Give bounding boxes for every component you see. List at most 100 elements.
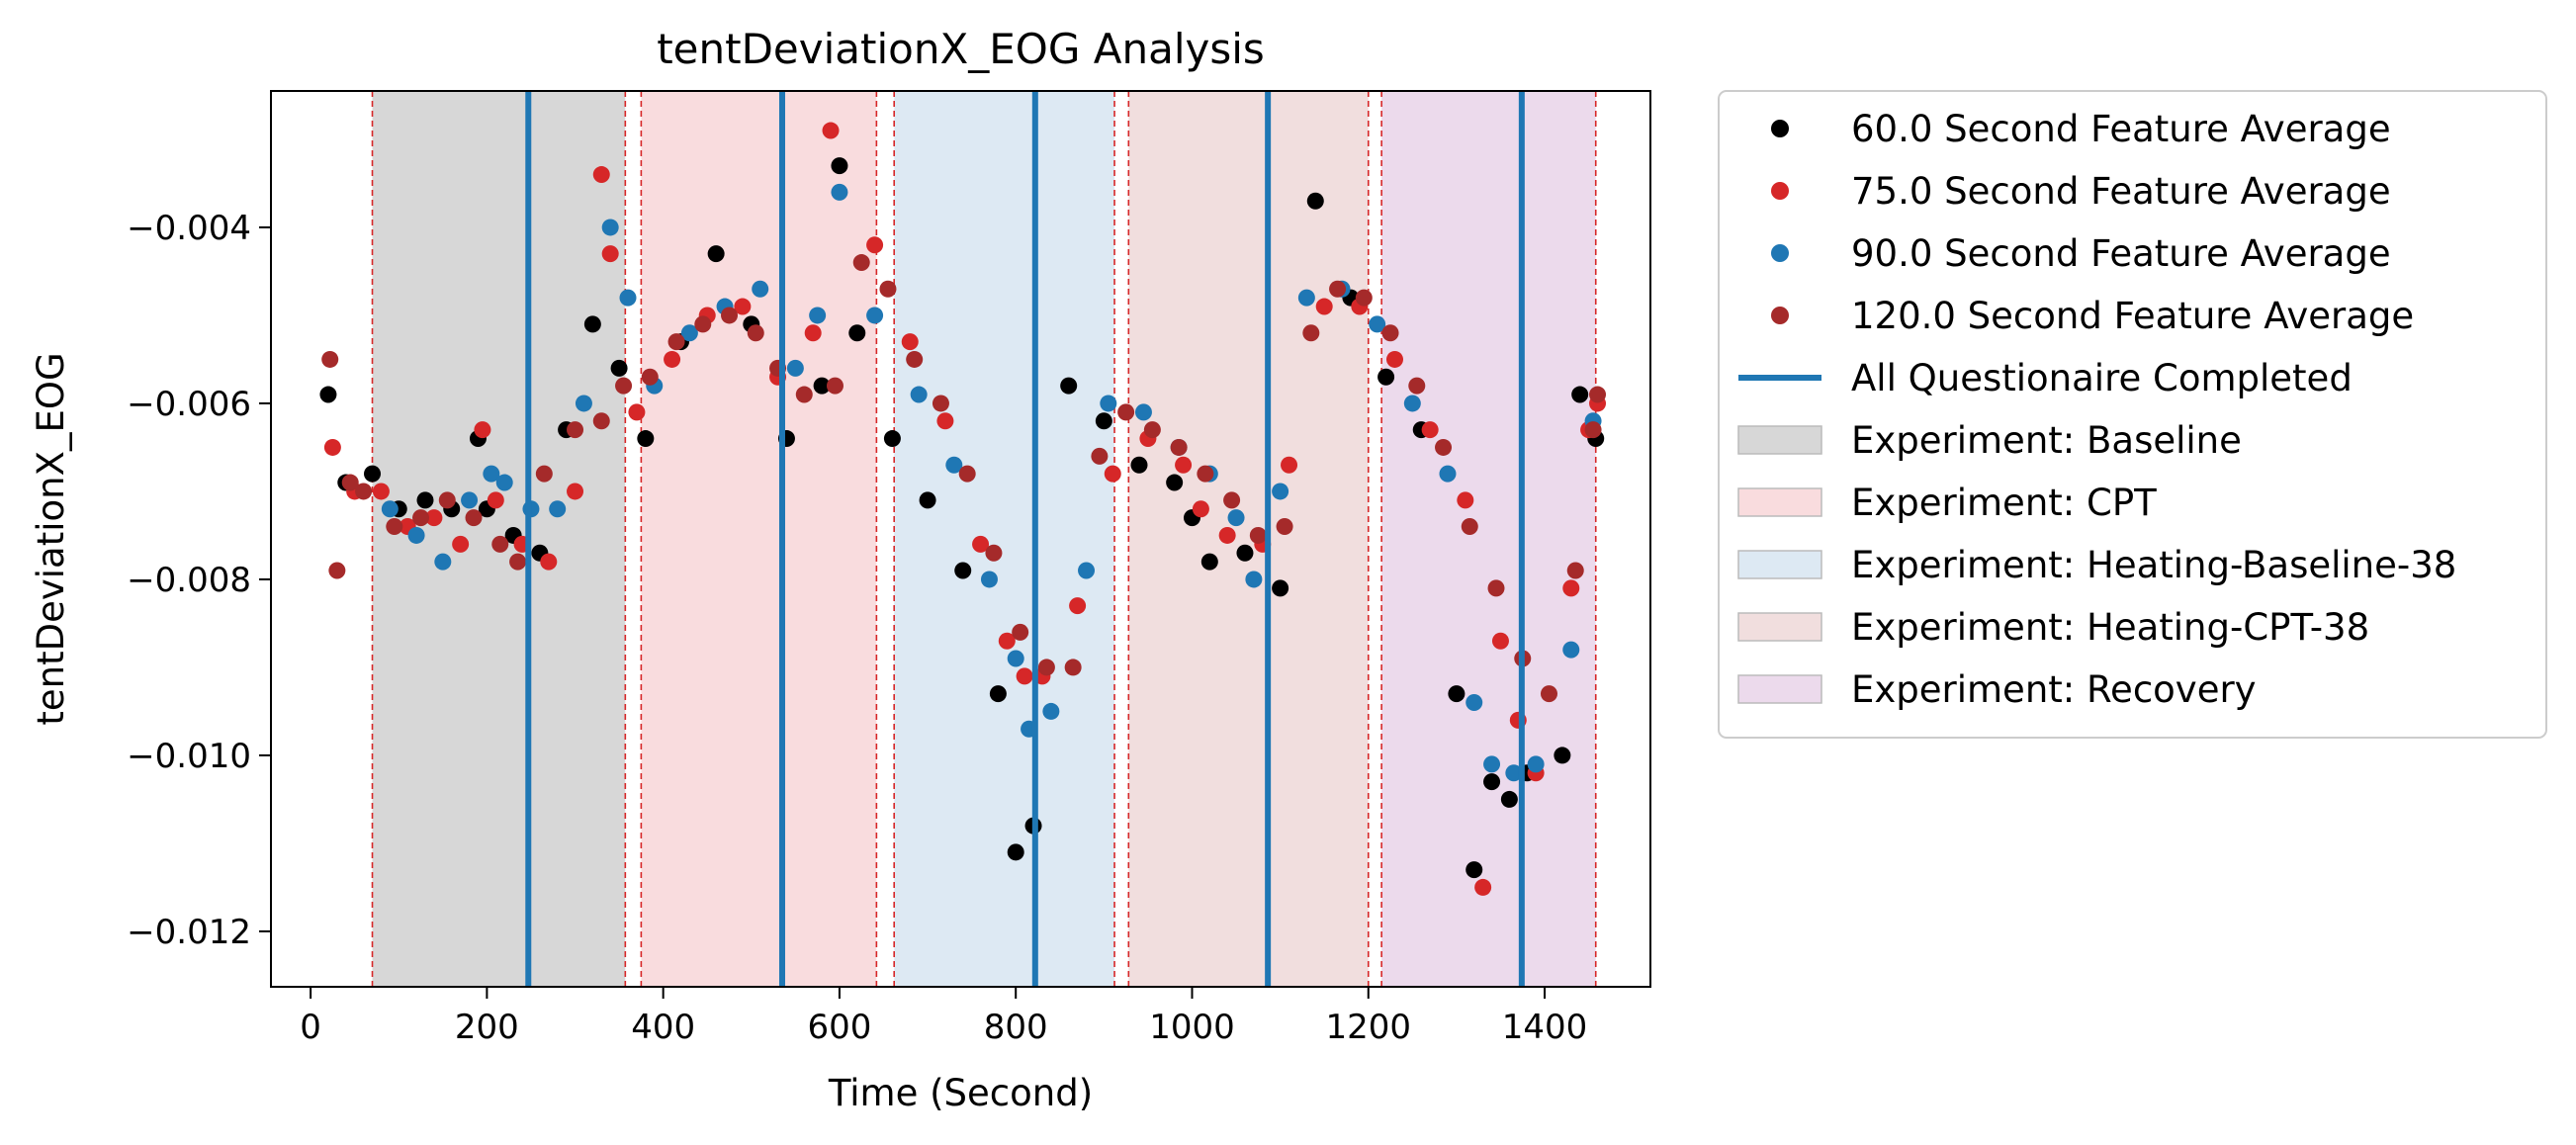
- data-point-s0-20: [848, 324, 866, 342]
- data-point-s2-42: [1562, 641, 1580, 659]
- x-tick-label-2: 400: [631, 1008, 695, 1047]
- legend-item-6: Experiment: CPT: [1737, 482, 2157, 524]
- data-point-s2-5: [495, 474, 513, 491]
- data-point-s3-15: [667, 333, 685, 351]
- legend-marker-patch-5: [1737, 425, 1822, 455]
- data-point-s2-24: [1042, 702, 1060, 720]
- legend-label-1: 75.0 Second Feature Average: [1851, 170, 2391, 213]
- data-point-s3-3: [355, 483, 373, 500]
- data-point-s2-22: [1007, 650, 1024, 667]
- data-point-s3-12: [592, 412, 610, 430]
- legend-label-5: Experiment: Baseline: [1851, 419, 2242, 462]
- data-point-s1-18: [804, 324, 822, 342]
- data-point-s0-30: [1166, 474, 1184, 491]
- data-point-s2-16: [809, 307, 827, 324]
- data-point-s0-42: [1500, 790, 1518, 808]
- data-point-s3-43: [1408, 377, 1426, 395]
- data-point-s1-31: [1192, 500, 1209, 518]
- data-point-s0-22: [919, 491, 936, 509]
- legend-item-1: 75.0 Second Feature Average: [1771, 170, 2391, 213]
- phase-band-4: [1381, 91, 1596, 987]
- data-point-s2-31: [1245, 571, 1263, 588]
- data-point-s1-32: [1218, 526, 1236, 544]
- y-tick-label-0: −0.012: [127, 913, 251, 952]
- data-point-s3-29: [1037, 659, 1055, 676]
- data-point-s2-38: [1466, 694, 1483, 712]
- data-point-s1-2: [372, 483, 390, 500]
- data-point-s2-19: [910, 386, 928, 403]
- data-point-s1-11: [592, 166, 610, 184]
- data-point-s3-2: [341, 474, 359, 491]
- data-point-s1-34: [1281, 456, 1298, 474]
- data-point-s0-33: [1236, 544, 1254, 562]
- data-point-s2-37: [1439, 465, 1457, 483]
- x-tick-label-3: 600: [807, 1008, 871, 1047]
- y-tick-label-1: −0.010: [127, 737, 251, 776]
- data-point-s3-0: [321, 350, 339, 368]
- data-point-s0-24: [989, 685, 1007, 703]
- legend-frame: [1718, 90, 2547, 739]
- data-point-s3-22: [852, 254, 870, 272]
- data-point-s3-11: [567, 421, 584, 439]
- data-point-s0-27: [1060, 377, 1078, 395]
- data-point-s3-6: [438, 491, 456, 509]
- data-point-s3-26: [958, 465, 976, 483]
- data-point-s1-38: [1421, 421, 1439, 439]
- data-point-s2-4: [483, 465, 500, 483]
- data-point-s0-40: [1466, 861, 1483, 879]
- data-point-s3-13: [615, 377, 633, 395]
- legend-marker-dot-0: [1771, 120, 1789, 137]
- data-point-s3-40: [1329, 280, 1347, 298]
- legend-label-6: Experiment: CPT: [1851, 482, 2157, 524]
- x-tick-label-0: 0: [300, 1008, 321, 1047]
- data-point-s0-41: [1483, 773, 1501, 791]
- data-point-s0-2: [364, 465, 382, 483]
- data-point-s3-31: [1091, 447, 1109, 465]
- legend-marker-patch-7: [1737, 550, 1822, 579]
- phase-bands: [372, 91, 1596, 987]
- legend-label-2: 90.0 Second Feature Average: [1851, 232, 2391, 275]
- data-point-s2-35: [1369, 315, 1386, 333]
- data-point-s0-19: [831, 157, 848, 175]
- data-point-s2-33: [1297, 289, 1315, 307]
- data-point-s3-49: [1566, 562, 1584, 579]
- data-point-s2-7: [549, 500, 567, 518]
- data-point-s2-32: [1272, 483, 1289, 500]
- legend-label-9: Experiment: Recovery: [1851, 668, 2257, 711]
- data-point-s1-44: [1562, 579, 1580, 597]
- x-tick-label-6: 1200: [1325, 1008, 1411, 1047]
- data-point-s2-40: [1505, 764, 1523, 782]
- data-point-s3-39: [1302, 324, 1320, 342]
- data-point-s1-16: [734, 298, 752, 315]
- data-point-s1-35: [1315, 298, 1333, 315]
- y-tick-label-2: −0.008: [127, 561, 251, 600]
- y-tick-label-3: −0.006: [127, 385, 251, 424]
- data-point-s0-44: [1554, 747, 1571, 764]
- legend-item-2: 90.0 Second Feature Average: [1771, 232, 2391, 275]
- data-point-s1-5: [452, 535, 470, 553]
- data-point-s2-2: [434, 553, 452, 571]
- scatter-points: [319, 122, 1607, 896]
- data-point-s0-11: [583, 315, 601, 333]
- chart-title: tentDeviationX_EOG Analysis: [657, 25, 1265, 73]
- data-point-s0-34: [1272, 579, 1289, 597]
- data-point-s1-6: [474, 421, 491, 439]
- data-point-s3-28: [1012, 623, 1029, 641]
- data-point-s1-21: [901, 333, 919, 351]
- data-point-s1-25: [1016, 667, 1033, 685]
- data-point-s2-17: [831, 183, 848, 201]
- legend-label-8: Experiment: Heating-CPT-38: [1851, 606, 2369, 649]
- legend-item-9: Experiment: Recovery: [1737, 668, 2257, 711]
- legend-label-4: All Questionaire Completed: [1851, 357, 2353, 399]
- data-point-s1-4: [425, 509, 443, 527]
- legend-marker-patch-6: [1737, 487, 1822, 517]
- data-point-s0-21: [883, 430, 901, 448]
- data-point-s2-25: [1078, 562, 1096, 579]
- data-point-s3-51: [1589, 386, 1607, 403]
- data-point-s0-29: [1130, 456, 1148, 474]
- data-point-s0-0: [319, 386, 337, 403]
- data-point-s3-8: [491, 535, 509, 553]
- data-point-s2-26: [1100, 395, 1117, 412]
- data-point-s0-28: [1095, 412, 1112, 430]
